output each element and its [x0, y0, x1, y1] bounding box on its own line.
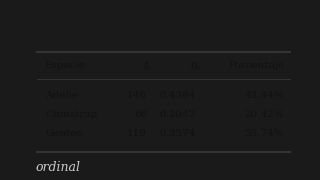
- Text: $h_i$: $h_i$: [190, 59, 201, 73]
- Text: Porcentaje: Porcentaje: [228, 61, 284, 70]
- Text: 20.42%: 20.42%: [244, 110, 284, 119]
- Text: 68: 68: [134, 110, 147, 119]
- Text: 146: 146: [127, 91, 147, 100]
- Text: 0.3574: 0.3574: [159, 129, 196, 138]
- Text: $f_i$: $f_i$: [143, 59, 151, 73]
- Text: ordinal: ordinal: [35, 161, 80, 174]
- Text: Adelie: Adelie: [45, 91, 78, 100]
- Text: 119: 119: [127, 129, 147, 138]
- Text: 0.2042: 0.2042: [159, 110, 196, 119]
- Text: 35.74%: 35.74%: [244, 129, 284, 138]
- Text: 43.84%: 43.84%: [244, 91, 284, 100]
- Text: Especie: Especie: [45, 61, 86, 70]
- Text: Chinstrap: Chinstrap: [45, 110, 97, 119]
- Text: Gentoo: Gentoo: [45, 129, 83, 138]
- Text: 0.4384: 0.4384: [159, 91, 196, 100]
